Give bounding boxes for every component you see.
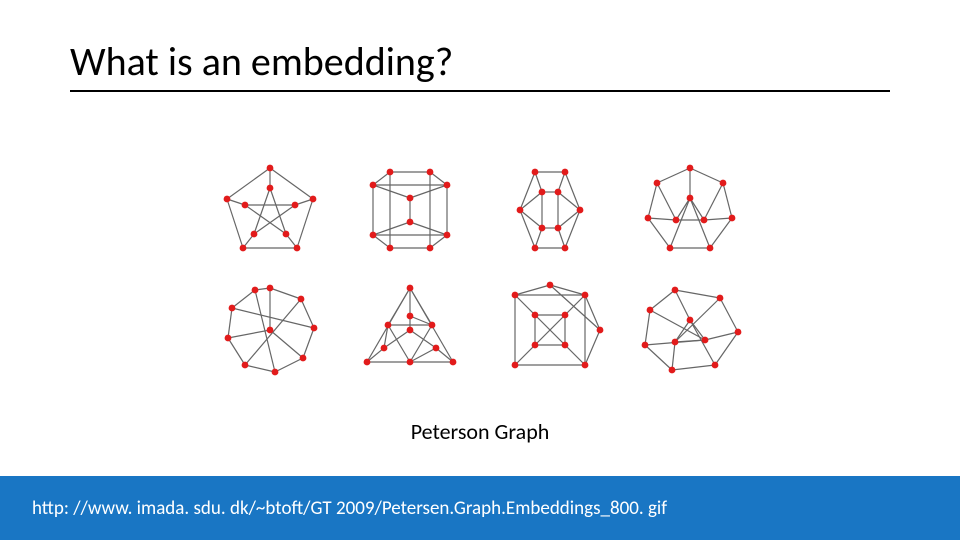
footer-url-text: http: //www. imada. sdu. dk/~btoft/GT 20… <box>32 497 667 520</box>
graph-pentagon-star <box>200 150 340 270</box>
title-wrap: What is an embedding? <box>70 40 890 92</box>
graph-caption: Peterson Graph <box>0 418 960 445</box>
slide-title: What is an embedding? <box>70 40 890 84</box>
graph-prism-cross <box>340 150 480 270</box>
graph-double-hex-inner <box>480 150 620 270</box>
graph-irregular-star <box>620 270 760 390</box>
title-underline <box>70 90 890 92</box>
graph-heptagon-inner <box>620 150 760 270</box>
graph-triangle-spokes <box>340 270 480 390</box>
graph-square-cross <box>480 270 620 390</box>
graph-grid <box>200 150 760 390</box>
graph-nonagon-spokes <box>200 270 340 390</box>
footer-bar: http: //www. imada. sdu. dk/~btoft/GT 20… <box>0 476 960 540</box>
